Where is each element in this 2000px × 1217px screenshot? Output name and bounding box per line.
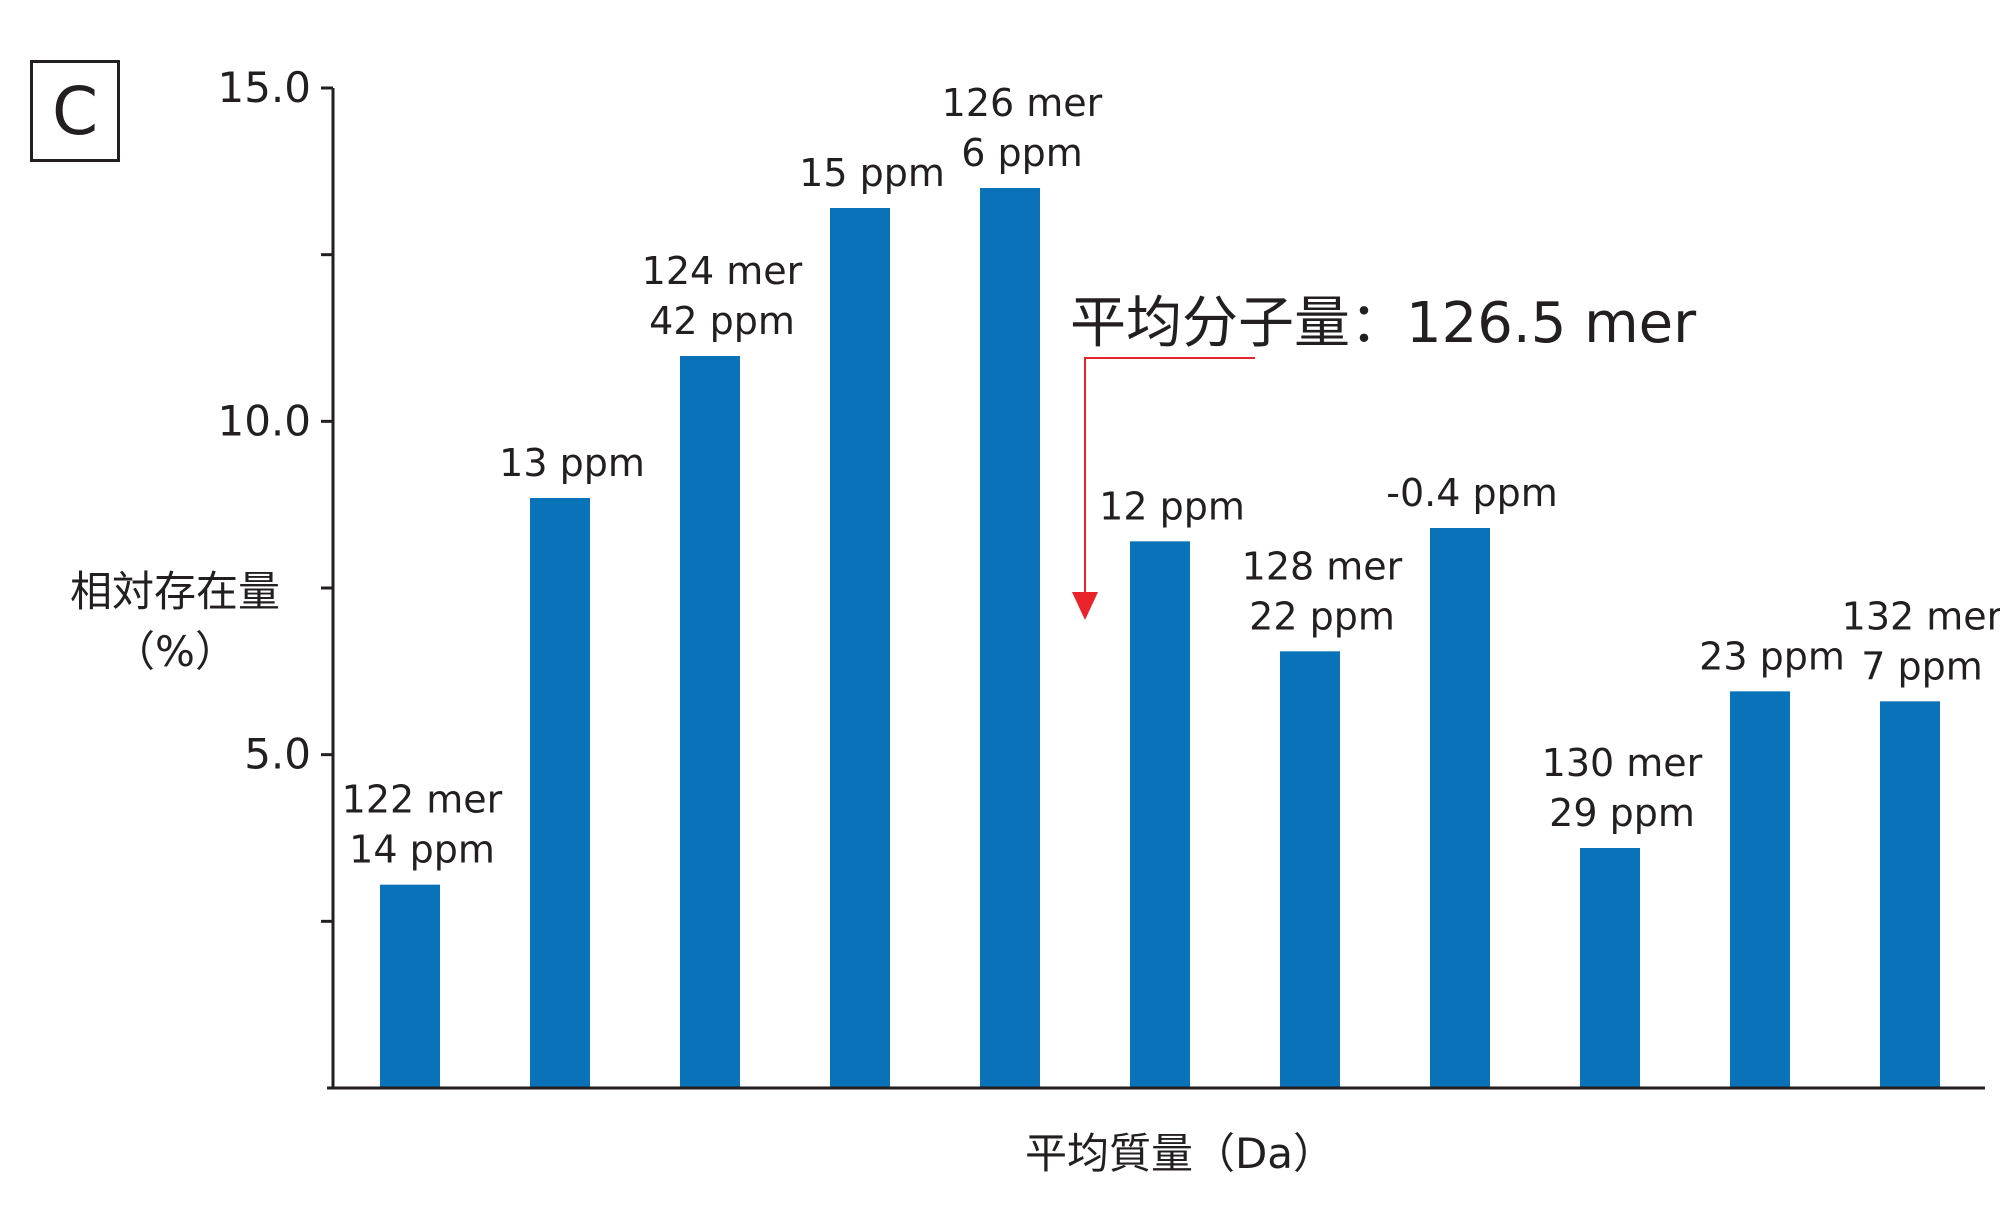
y-tick-label: 15.0	[217, 63, 311, 112]
bar-131	[1730, 691, 1790, 1088]
bar-label-124-2: 42 ppm	[649, 299, 795, 343]
y-axis-label: 相対存在量	[69, 567, 280, 616]
bar-132	[1880, 701, 1940, 1088]
bar-124	[680, 356, 740, 1088]
bar-label-130-1: 130 mer	[1542, 741, 1703, 785]
bar-label-124-1: 124 mer	[642, 249, 803, 293]
bar-label-131-1: 23 ppm	[1699, 634, 1845, 678]
bar-label-125-1: 15 ppm	[799, 151, 945, 195]
y-tick-label: 5.0	[244, 730, 311, 779]
bar-128	[1280, 651, 1340, 1088]
y-tick-label: 10.0	[217, 396, 311, 445]
annotation-group	[1072, 357, 1255, 620]
axes-group: 15.0 10.0 5.0	[217, 63, 1985, 1090]
bars-group	[380, 188, 1940, 1088]
bar-label-123-1: 13 ppm	[499, 441, 645, 485]
bar-122	[380, 884, 440, 1088]
bar-label-128-2: 22 ppm	[1249, 594, 1395, 638]
bar-label-132-2: 7 ppm	[1861, 644, 1983, 688]
bar-129	[1430, 528, 1490, 1088]
bar-label-128-1: 128 mer	[1242, 544, 1403, 588]
bar-label-132-1: 132 mer	[1842, 594, 2000, 638]
bar-label-127-1: 12 ppm	[1099, 484, 1245, 528]
bar-123	[530, 498, 590, 1088]
bar-label-122-2: 14 ppm	[349, 828, 495, 872]
y-axis-title: 相対存在量 （%）	[50, 562, 300, 682]
y-axis-unit: （%）	[113, 627, 237, 676]
bar-labels-group: 122 mer 14 ppm 13 ppm 124 mer 42 ppm 15 ppm 12…	[342, 81, 2000, 872]
bar-label-130-2: 29 ppm	[1549, 791, 1695, 835]
x-axis-title: 平均質量（Da）	[1024, 1129, 1336, 1178]
average-arrow-head	[1072, 592, 1098, 620]
bar-126	[980, 188, 1040, 1088]
bar-label-126-2: 6 ppm	[961, 131, 1083, 175]
average-arrow-line	[1084, 357, 1255, 592]
bar-125	[830, 208, 890, 1088]
panel-label: C	[30, 60, 120, 162]
bar-label-126-1: 126 mer	[942, 81, 1103, 125]
bar-label-129-1: -0.4 ppm	[1386, 471, 1557, 515]
average-annotation-label: 平均分子量：126.5 mer	[1070, 291, 1697, 356]
bar-127	[1130, 541, 1190, 1088]
bar-label-122-1: 122 mer	[342, 778, 503, 822]
bar-130	[1580, 848, 1640, 1088]
